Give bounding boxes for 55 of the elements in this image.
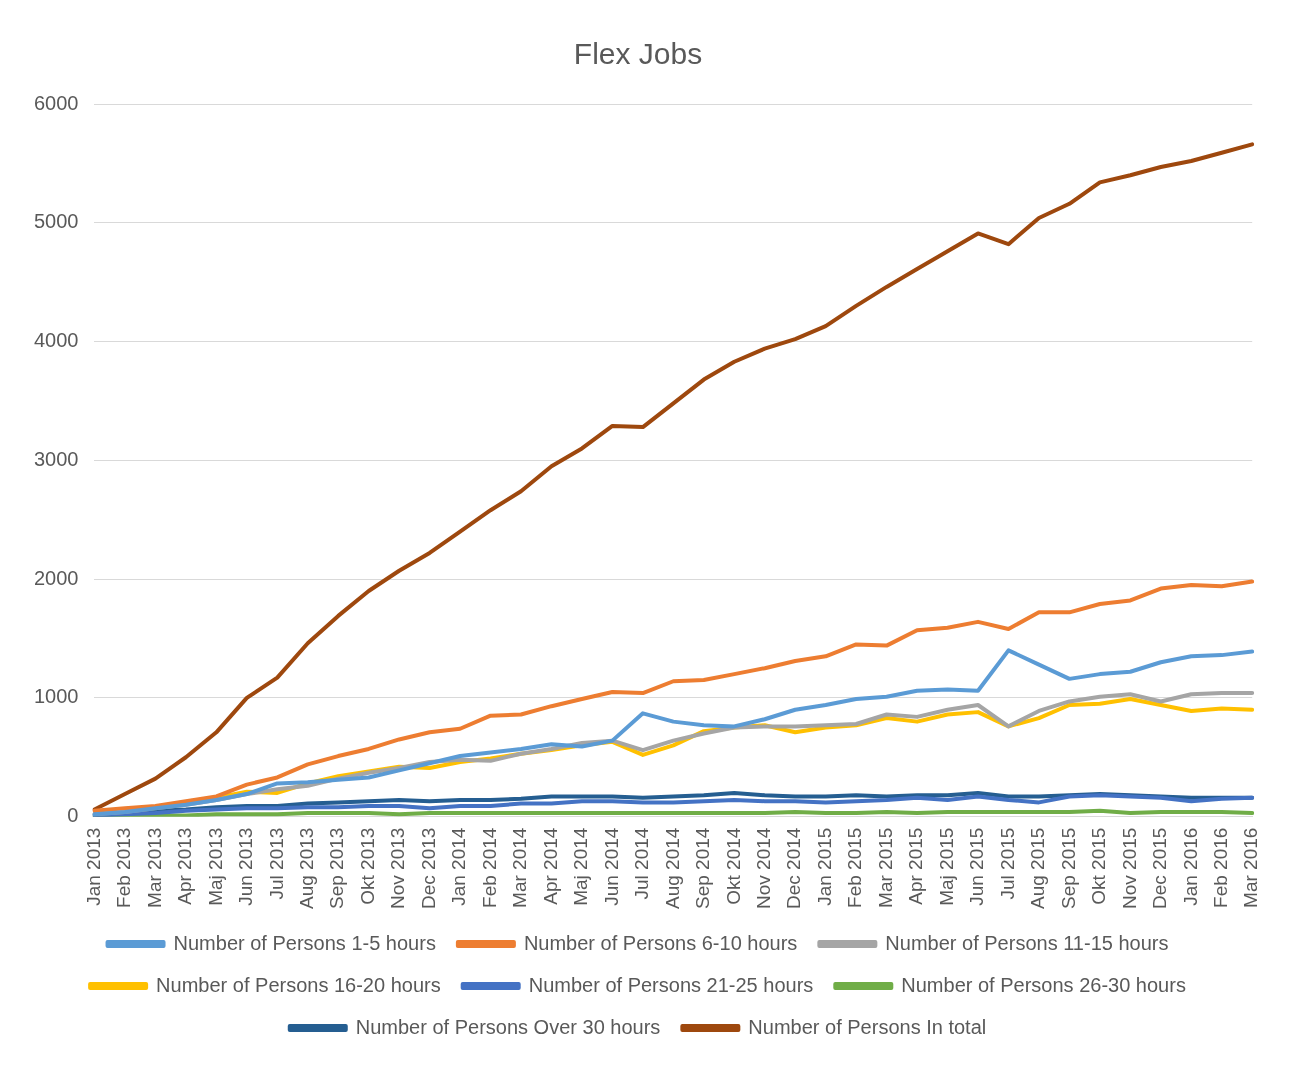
- y-tick-label: 1000: [33, 685, 79, 708]
- x-tick-label: Jul 2014: [631, 827, 653, 900]
- legend-label: Number of Persons In total: [748, 1015, 987, 1038]
- x-tick-label: Jun 2015: [966, 827, 988, 906]
- x-tick-label: Dec 2014: [783, 827, 805, 909]
- x-tick-label: Mar 2013: [143, 827, 165, 908]
- x-tick-label: Nov 2013: [387, 827, 409, 909]
- x-tick-label: Apr 2015: [905, 827, 927, 905]
- x-tick-label: Okt 2015: [1088, 827, 1110, 905]
- x-tick-label: Dec 2013: [417, 827, 439, 909]
- x-tick-label: Maj 2013: [204, 827, 226, 906]
- x-tick-label: Feb 2016: [1209, 827, 1231, 908]
- x-tick-label: Jul 2013: [265, 827, 287, 900]
- x-tick-label: Feb 2014: [478, 827, 500, 908]
- x-tick-label: Nov 2015: [1118, 827, 1140, 909]
- y-tick-label: 4000: [33, 329, 79, 352]
- legend-label: Number of Persons 26-30 hours: [901, 973, 1186, 996]
- x-tick-label: Okt 2014: [722, 827, 744, 905]
- y-tick-label: 3000: [33, 447, 79, 470]
- x-tick-label: Jan 2014: [448, 827, 470, 906]
- y-tick-label: 2000: [33, 566, 79, 589]
- legend-label: Number of Persons 6-10 hours: [523, 931, 798, 954]
- legend-label: Number of Persons 11-15 hours: [885, 931, 1169, 954]
- x-tick-label: Maj 2015: [935, 827, 957, 906]
- x-tick-label: Jan 2013: [82, 827, 104, 906]
- x-tick-label: Nov 2014: [752, 827, 774, 909]
- x-tick-label: Aug 2013: [295, 827, 317, 910]
- y-tick-label: 6000: [33, 91, 79, 114]
- x-tick-label: Mar 2014: [509, 827, 531, 908]
- x-tick-label: Jun 2014: [600, 827, 622, 906]
- x-tick-label: Apr 2014: [539, 827, 561, 905]
- x-tick-label: Okt 2013: [356, 827, 378, 905]
- y-tick-label: 0: [67, 804, 79, 827]
- x-tick-label: Apr 2013: [174, 827, 196, 905]
- x-tick-label: Feb 2013: [113, 827, 135, 908]
- x-tick-label: Jun 2013: [235, 827, 257, 906]
- x-tick-label: Mar 2016: [1240, 827, 1262, 908]
- legend-label: Number of Persons Over 30 hours: [355, 1015, 661, 1038]
- x-tick-label: Dec 2015: [1149, 827, 1171, 909]
- x-tick-label: Sep 2013: [326, 827, 348, 910]
- chart-title: Flex Jobs: [573, 37, 703, 71]
- legend-label: Number of Persons 1-5 hours: [173, 931, 436, 954]
- x-tick-label: Aug 2014: [661, 827, 683, 910]
- x-tick-label: Feb 2015: [844, 827, 866, 908]
- x-tick-label: Jul 2015: [996, 827, 1018, 900]
- legend-label: Number of Persons 21-25 hours: [528, 973, 814, 996]
- x-tick-label: Maj 2014: [570, 827, 592, 906]
- x-tick-label: Sep 2015: [1057, 827, 1079, 910]
- x-tick-label: Aug 2015: [1027, 827, 1049, 910]
- x-tick-label: Sep 2014: [692, 827, 714, 910]
- y-tick-label: 5000: [33, 210, 79, 233]
- x-tick-label: Jan 2015: [813, 827, 835, 906]
- x-tick-label: Jan 2016: [1179, 827, 1201, 906]
- legend-label: Number of Persons 16-20 hours: [156, 973, 441, 996]
- x-tick-label: Mar 2015: [874, 827, 896, 908]
